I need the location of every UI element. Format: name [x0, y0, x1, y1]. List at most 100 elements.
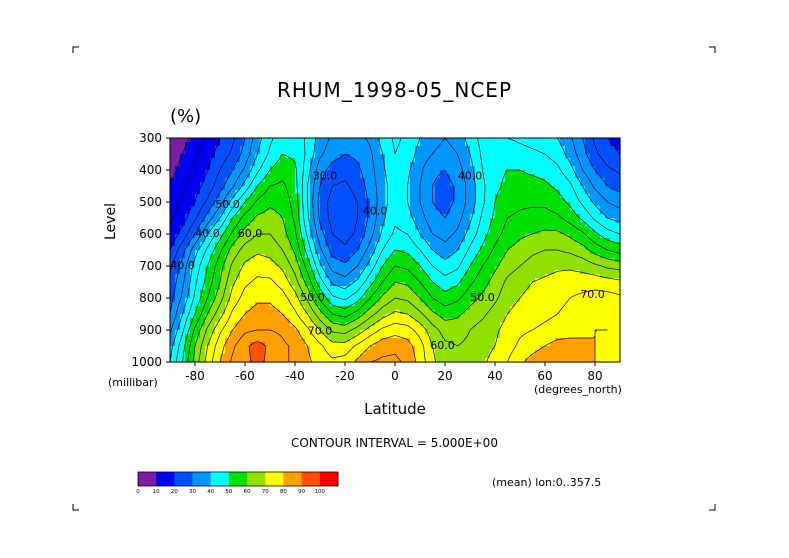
heatmap-cell [415, 346, 421, 351]
heatmap-cell [310, 294, 316, 299]
heatmap-cell [350, 214, 356, 219]
heatmap-cell [175, 178, 181, 183]
heatmap-cell [520, 206, 526, 211]
heatmap-cell [500, 142, 506, 147]
heatmap-cell [465, 234, 471, 239]
heatmap-cell [425, 238, 431, 243]
heatmap-cell [505, 210, 511, 215]
heatmap-cell [405, 322, 411, 327]
heatmap-cell [315, 246, 321, 251]
heatmap-cell [305, 290, 311, 295]
heatmap-cell [325, 178, 331, 183]
heatmap-cell [505, 190, 511, 195]
heatmap-cell [590, 226, 596, 231]
heatmap-cell [575, 242, 581, 247]
heatmap-cell [595, 342, 601, 347]
heatmap-cell [385, 314, 391, 319]
heatmap-cell [400, 142, 406, 147]
heatmap-cell [510, 214, 516, 219]
heatmap-cell [475, 322, 481, 327]
heatmap-cell [575, 346, 581, 351]
heatmap-cell [615, 322, 621, 327]
heatmap-cell [295, 222, 301, 227]
heatmap-cell [600, 154, 606, 159]
heatmap-cell [225, 146, 231, 151]
heatmap-cell [380, 226, 386, 231]
heatmap-cell [585, 142, 591, 147]
heatmap-cell [590, 190, 596, 195]
heatmap-cell [220, 322, 226, 327]
heatmap-cell [260, 234, 266, 239]
heatmap-cell [480, 254, 486, 259]
heatmap-cell [600, 186, 606, 191]
heatmap-cell [335, 274, 341, 279]
heatmap-cell [320, 326, 326, 331]
heatmap-cell [525, 354, 531, 359]
heatmap-cell [295, 206, 301, 211]
heatmap-cell [510, 154, 516, 159]
heatmap-cell [355, 222, 361, 227]
heatmap-cell [470, 330, 476, 335]
heatmap-cell [380, 146, 386, 151]
heatmap-cell [435, 202, 441, 207]
heatmap-cell [200, 158, 206, 163]
heatmap-cell [560, 222, 566, 227]
heatmap-cell [265, 162, 271, 167]
heatmap-cell [275, 306, 281, 311]
heatmap-cell [530, 178, 536, 183]
heatmap-cell [355, 298, 361, 303]
heatmap-cell [290, 242, 296, 247]
heatmap-cell [230, 162, 236, 167]
heatmap-cell [175, 250, 181, 255]
heatmap-cell [615, 318, 621, 323]
heatmap-cell [215, 310, 221, 315]
heatmap-cell [215, 342, 221, 347]
heatmap-cell [305, 278, 311, 283]
heatmap-cell [185, 210, 191, 215]
heatmap-cell [190, 326, 196, 331]
heatmap-cell [480, 162, 486, 167]
heatmap-cell [580, 194, 586, 199]
heatmap-cell [225, 142, 231, 147]
heatmap-cell [335, 194, 341, 199]
heatmap-cell [560, 226, 566, 231]
heatmap-cell [610, 234, 616, 239]
heatmap-cell [195, 170, 201, 175]
heatmap-cell [515, 282, 521, 287]
heatmap-cell [265, 298, 271, 303]
heatmap-cell [370, 138, 376, 143]
heatmap-cell [470, 138, 476, 143]
heatmap-cell [385, 182, 391, 187]
heatmap-cell [340, 302, 346, 307]
heatmap-cell [540, 278, 546, 283]
heatmap-cell [585, 338, 591, 343]
heatmap-cell [280, 150, 286, 155]
heatmap-cell [270, 150, 276, 155]
heatmap-cell [570, 146, 576, 151]
heatmap-cell [285, 198, 291, 203]
heatmap-cell [400, 354, 406, 359]
heatmap-cell [480, 298, 486, 303]
heatmap-cell [550, 334, 556, 339]
heatmap-cell [550, 182, 556, 187]
heatmap-cell [360, 214, 366, 219]
heatmap-cell [260, 230, 266, 235]
heatmap-cell [275, 310, 281, 315]
heatmap-cell [420, 238, 426, 243]
heatmap-cell [495, 250, 501, 255]
heatmap-cell [430, 294, 436, 299]
heatmap-cell [275, 270, 281, 275]
heatmap-cell [310, 250, 316, 255]
heatmap-cell [265, 214, 271, 219]
heatmap-cell [300, 298, 306, 303]
heatmap-cell [445, 146, 451, 151]
heatmap-cell [460, 270, 466, 275]
heatmap-cell [350, 194, 356, 199]
heatmap-cell [360, 242, 366, 247]
heatmap-cell [540, 206, 546, 211]
heatmap-cell [240, 310, 246, 315]
heatmap-cell [175, 258, 181, 263]
heatmap-cell [430, 222, 436, 227]
heatmap-cell [540, 190, 546, 195]
heatmap-cell [600, 238, 606, 243]
